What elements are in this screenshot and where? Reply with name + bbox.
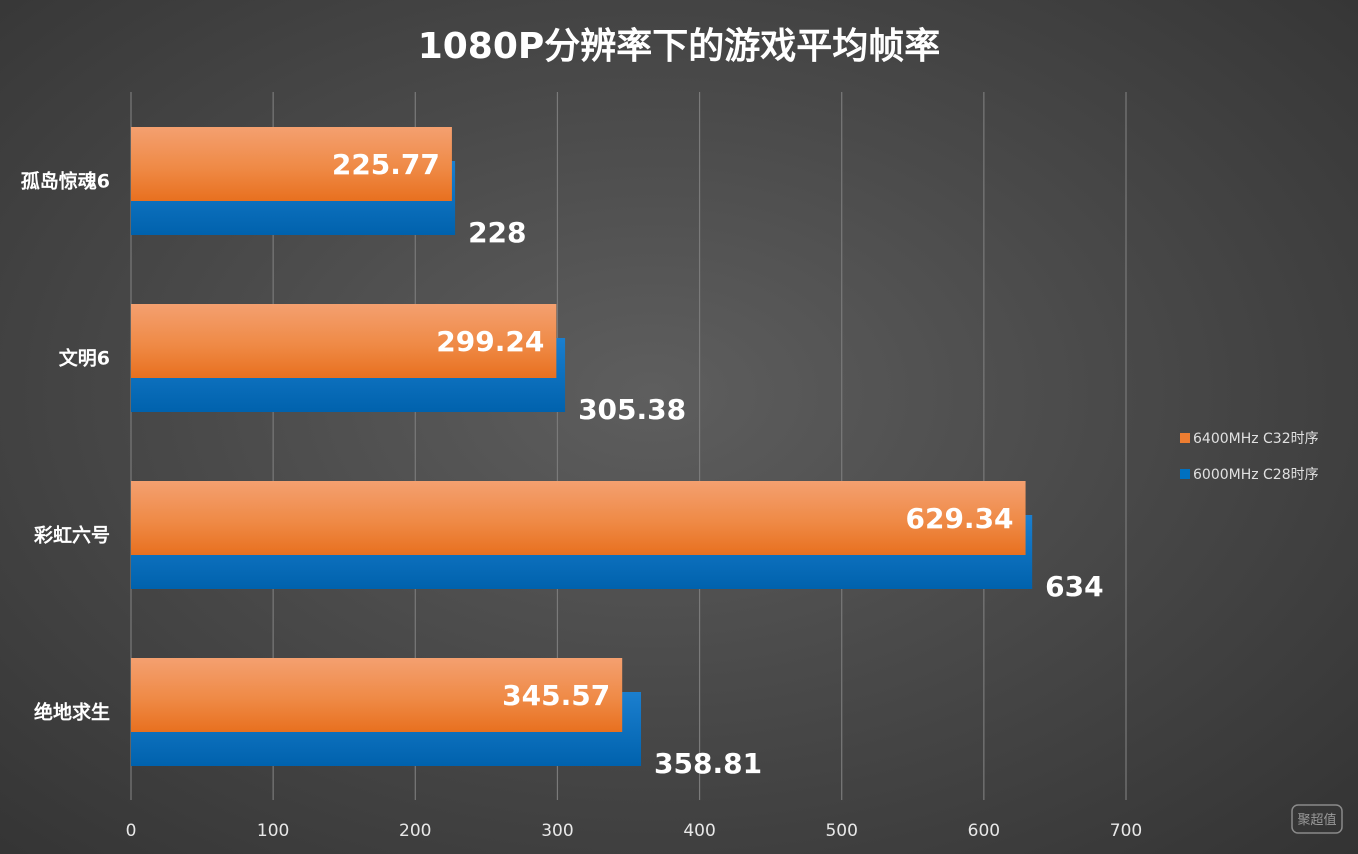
legend-label: 6000MHz C28时序 xyxy=(1193,467,1319,483)
x-tick-label: 100 xyxy=(257,821,289,841)
value-label-series-1: 225.77 xyxy=(332,148,440,181)
category-label: 绝地求生 xyxy=(34,701,110,724)
bars xyxy=(131,127,1033,766)
watermark: 聚超值 xyxy=(1291,804,1343,834)
value-labels: 225.77 228 299.24 305.38 629.34 634 345.57 358.… xyxy=(332,148,1104,780)
x-tick-label: 500 xyxy=(825,821,857,841)
bar-series-1 xyxy=(131,658,623,732)
x-tick-label: 0 xyxy=(126,821,137,841)
x-tick-label: 200 xyxy=(399,821,431,841)
category-label: 文明6 xyxy=(59,347,110,370)
legend-label: 6400MHz C32时序 xyxy=(1193,431,1319,447)
value-label-series-1: 299.24 xyxy=(436,325,544,358)
legend: 6400MHz C32时序 6000MHz C28时序 xyxy=(1180,431,1319,483)
x-tick-label: 700 xyxy=(1110,821,1142,841)
value-label-series-1: 345.57 xyxy=(502,679,610,712)
bar-series-1 xyxy=(131,304,557,378)
watermark-text: 聚超值 xyxy=(1297,812,1336,828)
value-label-series-2: 358.81 xyxy=(654,747,762,780)
legend-swatch xyxy=(1180,469,1190,479)
chart-title: 1080P分辨率下的游戏平均帧率 xyxy=(418,26,941,67)
x-tick-label: 600 xyxy=(968,821,1000,841)
value-label-series-2: 305.38 xyxy=(578,393,686,426)
category-label: 孤岛惊魂6 xyxy=(21,170,110,193)
legend-swatch xyxy=(1180,433,1190,443)
category-label: 彩虹六号 xyxy=(33,524,110,547)
watermark-badge xyxy=(1291,804,1343,834)
bar-series-1 xyxy=(131,127,452,201)
value-label-series-2: 228 xyxy=(468,216,526,249)
x-tick-label: 400 xyxy=(683,821,715,841)
value-label-series-1: 629.34 xyxy=(905,502,1013,535)
bar-series-1 xyxy=(131,481,1026,555)
value-label-series-2: 634 xyxy=(1045,570,1103,603)
x-tick-label: 300 xyxy=(541,821,573,841)
x-tick-labels: 0 100 200 300 400 500 600 700 xyxy=(126,821,1143,841)
